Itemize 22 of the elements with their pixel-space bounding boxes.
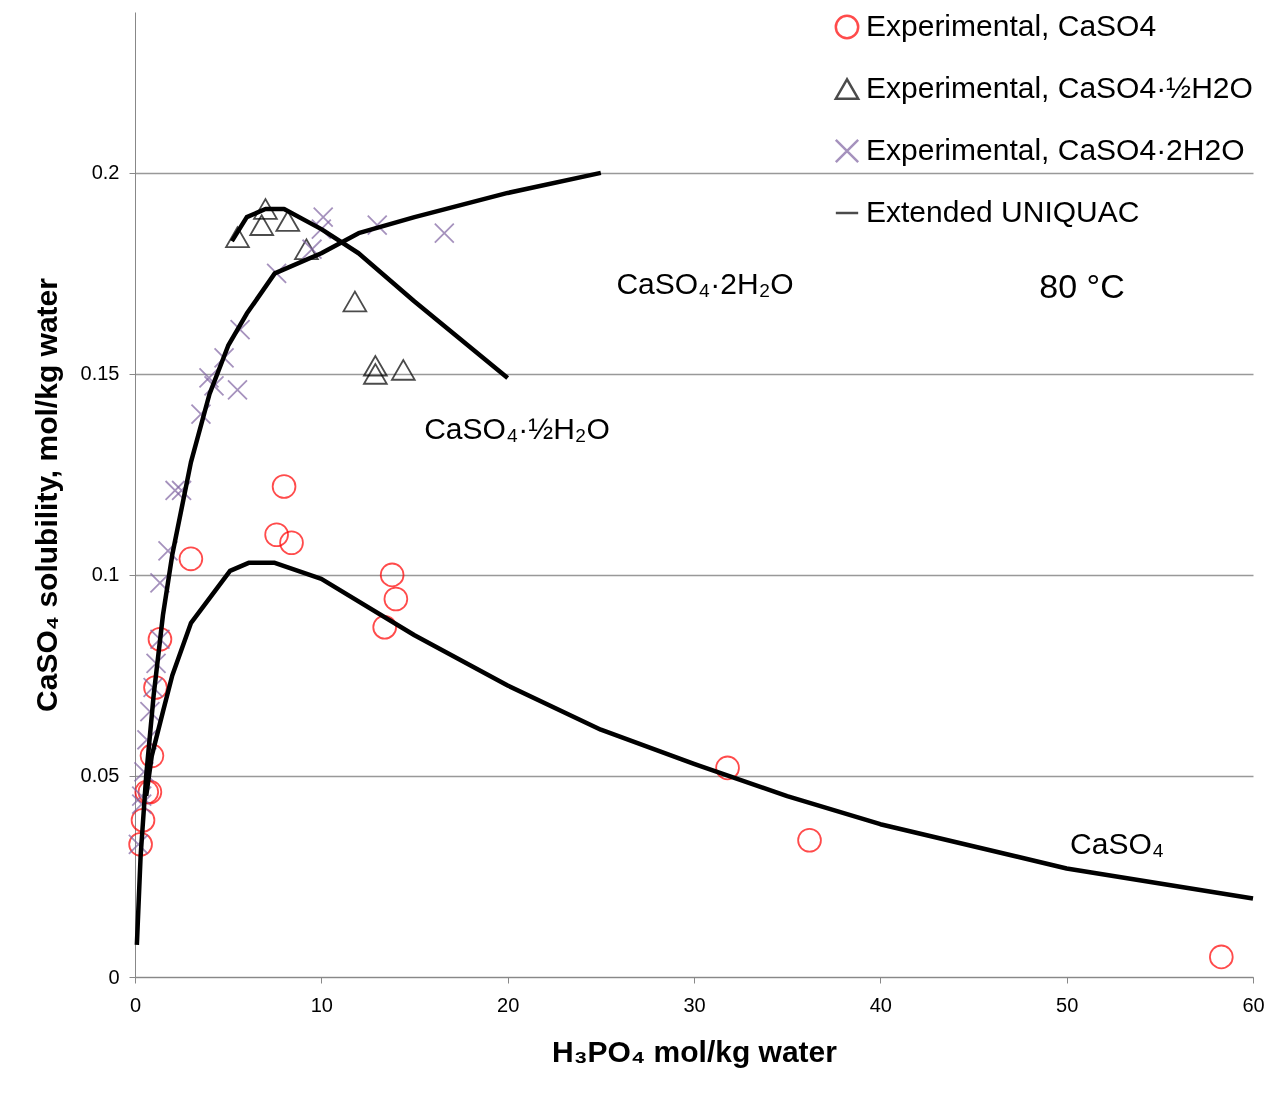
legend-label: Extended UNIQUAC <box>866 195 1140 228</box>
annotation: CaSO₄·½H₂O <box>424 412 610 445</box>
y-axis-title: CaSO₄ solubility, mol/kg water <box>29 277 63 712</box>
legend-label: Experimental, CaSO4·½H2O <box>866 71 1253 104</box>
annotation: CaSO₄·2H₂O <box>616 267 794 300</box>
y-tick-label: 0.2 <box>91 161 120 184</box>
x-tick-label: 30 <box>683 993 706 1016</box>
x-tick-label: 0 <box>129 993 142 1016</box>
y-tick-label: 0 <box>108 965 120 988</box>
y-tick-label: 0.05 <box>80 764 120 787</box>
y-tick-label: 0.15 <box>80 362 120 385</box>
x-tick-label: 10 <box>310 993 333 1016</box>
x-axis-title: H₃PO₄ mol/kg water <box>552 1034 838 1068</box>
x-tick-label: 50 <box>1056 993 1079 1016</box>
x-tick-label: 20 <box>497 993 520 1016</box>
x-tick-label: 40 <box>869 993 892 1016</box>
annotation: CaSO₄ <box>1070 827 1164 860</box>
legend-label: Experimental, CaSO4·2H2O <box>866 133 1245 166</box>
y-tick-label: 0.1 <box>91 563 120 586</box>
annotation: 80 °C <box>1039 267 1125 305</box>
legend-label: Experimental, CaSO4 <box>866 9 1157 42</box>
x-tick-label: 60 <box>1242 993 1265 1016</box>
